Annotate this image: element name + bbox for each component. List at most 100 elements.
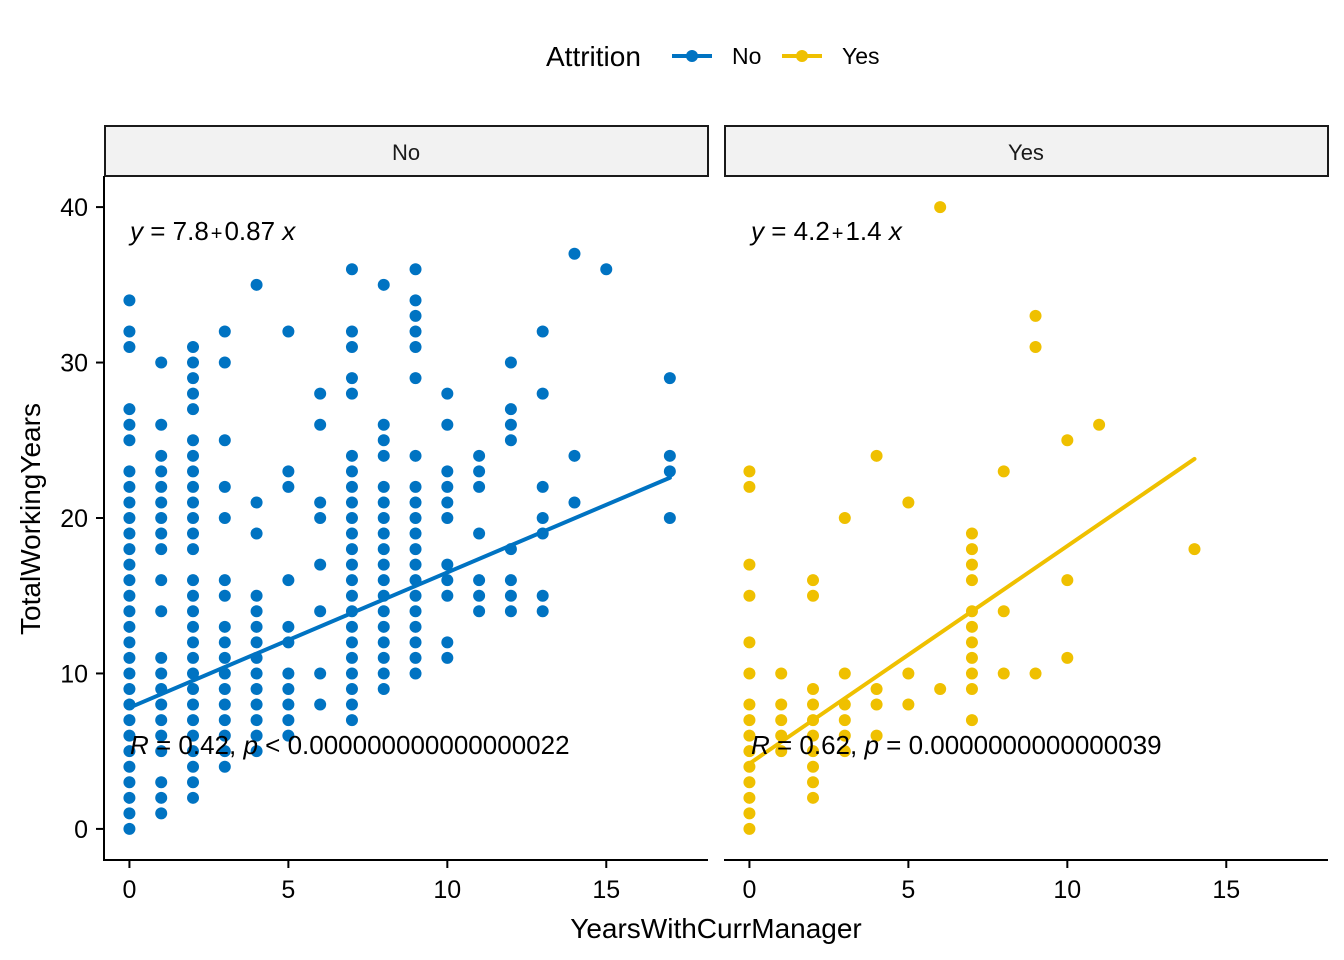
data-point — [123, 403, 136, 416]
data-point — [282, 729, 295, 742]
data-point — [218, 325, 231, 338]
data-point — [314, 387, 327, 400]
data-point — [997, 667, 1010, 680]
data-point — [123, 620, 136, 633]
x-tick-label-15: 15 — [1212, 876, 1240, 904]
data-point — [441, 636, 454, 649]
data-point — [965, 636, 978, 649]
data-point — [218, 636, 231, 649]
data-point — [965, 527, 978, 540]
data-point — [187, 341, 200, 353]
data-point — [409, 527, 422, 540]
data-point — [377, 574, 390, 587]
data-point — [345, 341, 358, 353]
data-point — [377, 620, 390, 633]
data-point — [123, 636, 136, 649]
data-point — [218, 574, 231, 587]
data-point — [187, 449, 200, 462]
data-point — [504, 403, 517, 416]
data-point — [807, 574, 820, 587]
data-point — [218, 589, 231, 602]
data-point — [743, 807, 756, 820]
stats-pval-yes: = 0.0000000000000039 — [879, 730, 1162, 760]
data-point — [155, 527, 168, 540]
y-tick-label-0: 0 — [74, 816, 88, 844]
data-point — [345, 667, 358, 680]
eq-x-no: x — [280, 216, 296, 246]
data-point — [123, 543, 136, 556]
data-point — [187, 636, 200, 649]
data-point — [965, 543, 978, 556]
data-point — [1029, 341, 1042, 353]
points-no — [123, 247, 676, 835]
data-point — [345, 465, 358, 478]
data-point — [345, 387, 358, 400]
data-point — [838, 667, 851, 680]
data-point — [250, 589, 263, 602]
data-point — [409, 636, 422, 649]
data-point — [187, 729, 200, 742]
data-point — [504, 589, 517, 602]
data-point — [345, 543, 358, 556]
data-point — [377, 651, 390, 664]
data-point — [870, 729, 883, 742]
data-point — [870, 698, 883, 711]
data-point — [123, 512, 136, 524]
data-point — [743, 667, 756, 680]
data-point — [441, 589, 454, 602]
data-point — [123, 605, 136, 618]
data-point — [870, 683, 883, 695]
data-point — [187, 543, 200, 556]
x-tick-label-5: 5 — [901, 876, 915, 904]
data-point — [345, 698, 358, 711]
data-point — [155, 776, 168, 789]
data-point — [218, 512, 231, 524]
data-point — [155, 574, 168, 587]
data-point — [187, 480, 200, 493]
data-point — [314, 512, 327, 524]
data-point — [997, 605, 1010, 618]
data-point — [663, 372, 676, 385]
strip-label-no: No — [392, 140, 420, 165]
data-point — [807, 776, 820, 789]
data-point — [807, 698, 820, 711]
data-point — [345, 651, 358, 664]
data-point — [187, 667, 200, 680]
data-point — [473, 527, 486, 540]
data-point — [934, 683, 947, 695]
data-point — [250, 496, 263, 509]
data-point — [965, 667, 978, 680]
data-point — [314, 418, 327, 431]
data-point — [187, 387, 200, 400]
data-point — [663, 449, 676, 462]
data-point — [250, 683, 263, 695]
y-axis-ticks: 0 10 20 30 40 — [60, 194, 104, 844]
data-point — [155, 667, 168, 680]
data-point — [536, 589, 549, 602]
data-point — [187, 760, 200, 773]
legend-label-yes: Yes — [842, 43, 880, 69]
data-point — [155, 418, 168, 431]
data-point — [409, 667, 422, 680]
legend-swatch-no-dot — [686, 50, 698, 62]
data-point — [282, 683, 295, 695]
data-point — [250, 729, 263, 742]
data-point — [123, 791, 136, 804]
x-tick-label-10: 10 — [433, 876, 461, 904]
data-point — [663, 512, 676, 524]
data-point — [473, 574, 486, 587]
eq-x-yes: x — [887, 216, 903, 246]
legend: Attrition No Yes — [546, 41, 880, 72]
stats-r-yes: R — [751, 730, 770, 760]
legend-label-no: No — [732, 43, 761, 69]
data-point — [441, 465, 454, 478]
data-point — [250, 714, 263, 727]
data-point — [314, 558, 327, 571]
data-point — [155, 807, 168, 820]
data-point — [743, 636, 756, 649]
data-point — [155, 496, 168, 509]
data-point — [187, 589, 200, 602]
eq-intercept-yes: = 4.2 — [764, 216, 830, 246]
